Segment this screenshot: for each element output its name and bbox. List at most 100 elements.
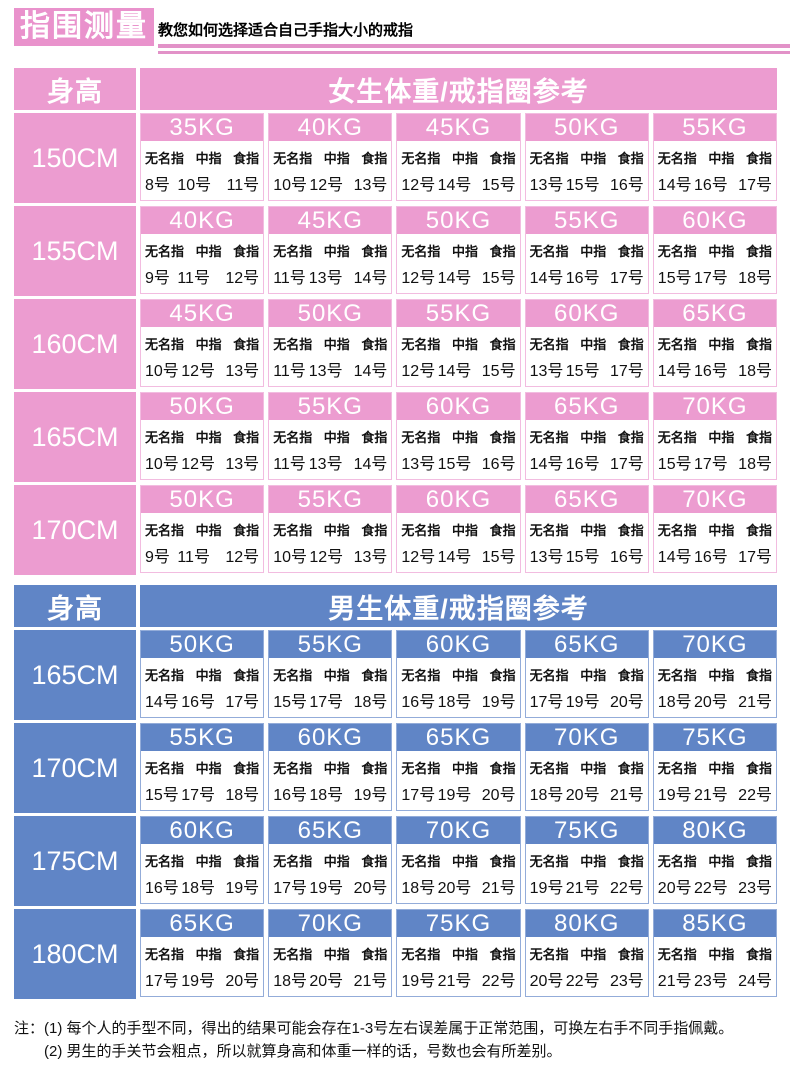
finger-label: 食指 [361, 244, 388, 260]
ring-sizes: 20号 22号 23号 [658, 874, 772, 898]
ring-size: 17号 [738, 548, 772, 566]
ring-sizes: 15号 17号 18号 [658, 450, 772, 474]
ring-sizes: 21号 23号 24号 [658, 967, 772, 991]
finger-label: 食指 [489, 430, 516, 446]
ring-size: 13号 [353, 548, 388, 566]
finger-label: 无名指 [529, 761, 569, 777]
table-row: 160CM 45KG 无名指 中指 食指 10号 12号 13号 50KG 无名指 中指 食指 11号 1… [14, 299, 777, 389]
finger-label: 中指 [580, 151, 607, 167]
ring-sizes: 16号 18号 19号 [145, 874, 259, 898]
finger-labels: 无名指 中指 食指 [145, 241, 259, 260]
finger-label: 中指 [451, 151, 478, 167]
ring-size: 18号 [657, 693, 692, 711]
ring-size: 13号 [308, 455, 343, 473]
finger-labels: 无名指 中指 食指 [530, 851, 644, 870]
ring-sizes: 8号 10号 11号 [145, 171, 259, 195]
finger-labels: 无名指 中指 食指 [530, 241, 644, 260]
page-subtitle: 教您如何选择适合自己手指大小的戒指 [158, 22, 414, 39]
finger-labels: 无名指 中指 食指 [145, 148, 259, 167]
finger-label: 食指 [233, 668, 260, 684]
finger-label: 食指 [361, 947, 388, 963]
ring-size: 16号 [609, 548, 644, 566]
finger-label: 无名指 [145, 430, 185, 446]
ring-size: 14号 [145, 693, 179, 711]
ring-size: 12号 [225, 269, 260, 287]
weight-band: 65KG [653, 300, 776, 327]
ring-size: 10号 [273, 176, 307, 194]
ring-size: 21号 [437, 972, 472, 990]
weight-band: 55KG [653, 114, 776, 141]
weight-cell: 60KG 无名指 中指 食指 13号 15号 17号 [524, 299, 649, 387]
finger-label: 无名指 [529, 151, 569, 167]
finger-label: 中指 [323, 430, 350, 446]
finger-label: 无名指 [273, 854, 313, 870]
finger-label: 无名指 [145, 244, 185, 260]
finger-labels: 无名指 中指 食指 [658, 851, 772, 870]
ring-size: 18号 [225, 786, 260, 804]
finger-label: 无名指 [657, 854, 697, 870]
footnote-2: (2) 男生的手关节会粗点，所以就算身高和体重一样的话，号数也会有所差别。 [44, 1043, 562, 1060]
finger-label: 中指 [323, 523, 350, 539]
finger-label: 无名指 [657, 244, 697, 260]
ring-sizes: 18号 20号 21号 [273, 967, 387, 991]
ring-size: 16号 [145, 879, 179, 897]
cell-body: 无名指 中指 食指 15号 17号 18号 [141, 753, 263, 810]
ring-size: 19号 [437, 786, 472, 804]
finger-label: 无名指 [401, 430, 441, 446]
weight-cell: 65KG 无名指 中指 食指 14号 16号 17号 [524, 392, 649, 480]
cell-body: 无名指 中指 食指 10号 12号 13号 [141, 329, 263, 386]
cell-body: 无名指 中指 食指 12号 14号 15号 [397, 236, 519, 293]
finger-label: 食指 [361, 761, 388, 777]
finger-labels: 无名指 中指 食指 [273, 851, 387, 870]
weight-band: 50KG [525, 114, 648, 141]
ring-size: 10号 [145, 362, 179, 380]
weight-band: 55KG [269, 631, 392, 658]
table-row: 165CM 50KG 无名指 中指 食指 10号 12号 13号 55KG 无名指 中指 食指 11号 1… [14, 392, 777, 482]
ring-sizes: 13号 15号 16号 [401, 450, 515, 474]
ring-size: 12号 [401, 176, 436, 194]
finger-label: 无名指 [657, 947, 697, 963]
finger-labels: 无名指 中指 食指 [658, 758, 772, 777]
finger-label: 中指 [195, 523, 222, 539]
header-right: 教您如何选择适合自己手指大小的戒指 [158, 8, 790, 54]
weight-cell: 80KG 无名指 中指 食指 20号 22号 23号 [652, 816, 777, 904]
finger-label: 中指 [195, 337, 222, 353]
ring-size: 11号 [273, 362, 306, 380]
weight-band: 75KG [525, 817, 648, 844]
finger-label: 中指 [708, 761, 735, 777]
ring-sizes: 11号 13号 14号 [273, 264, 387, 288]
finger-label: 无名指 [401, 947, 441, 963]
finger-label: 无名指 [529, 854, 569, 870]
ring-size: 13号 [401, 455, 436, 473]
ring-size: 15号 [481, 548, 516, 566]
weight-cell: 50KG 无名指 中指 食指 10号 12号 13号 [140, 392, 265, 480]
finger-label: 中指 [580, 337, 607, 353]
ring-size: 14号 [353, 362, 388, 380]
finger-label: 无名指 [657, 668, 697, 684]
finger-label: 食指 [233, 430, 260, 446]
finger-label: 无名指 [657, 337, 697, 353]
ring-size: 19号 [225, 879, 260, 897]
ring-size: 23号 [609, 972, 644, 990]
height-cell: 170CM [14, 485, 136, 575]
weight-band: 75KG [653, 724, 776, 751]
ring-size: 18号 [437, 693, 472, 711]
cell-body: 无名指 中指 食指 15号 17号 18号 [654, 236, 776, 293]
ring-size: 14号 [529, 269, 564, 287]
cell-body: 无名指 中指 食指 13号 15号 16号 [526, 515, 648, 572]
finger-label: 食指 [745, 151, 772, 167]
ring-size: 21号 [738, 693, 772, 711]
ring-size: 12号 [181, 362, 215, 380]
finger-label: 中指 [195, 761, 222, 777]
weight-cell: 65KG 无名指 中指 食指 17号 19号 20号 [268, 816, 393, 904]
weight-cell: 60KG 无名指 中指 食指 16号 18号 19号 [396, 630, 521, 718]
footnotes: 注： (1) 每个人的手型不同，得出的结果可能会存在1-3号左右误差属于正常范围… [0, 1009, 790, 1063]
height-cell: 155CM [14, 206, 136, 296]
cell-body: 无名指 中指 食指 13号 15号 16号 [526, 143, 648, 200]
finger-label: 食指 [617, 337, 644, 353]
finger-labels: 无名指 中指 食指 [145, 758, 259, 777]
cell-body: 无名指 中指 食指 20号 22号 23号 [654, 846, 776, 903]
weight-band: 65KG [141, 910, 264, 937]
weight-cell: 85KG 无名指 中指 食指 21号 23号 24号 [652, 909, 777, 997]
finger-labels: 无名指 中指 食指 [530, 427, 644, 446]
